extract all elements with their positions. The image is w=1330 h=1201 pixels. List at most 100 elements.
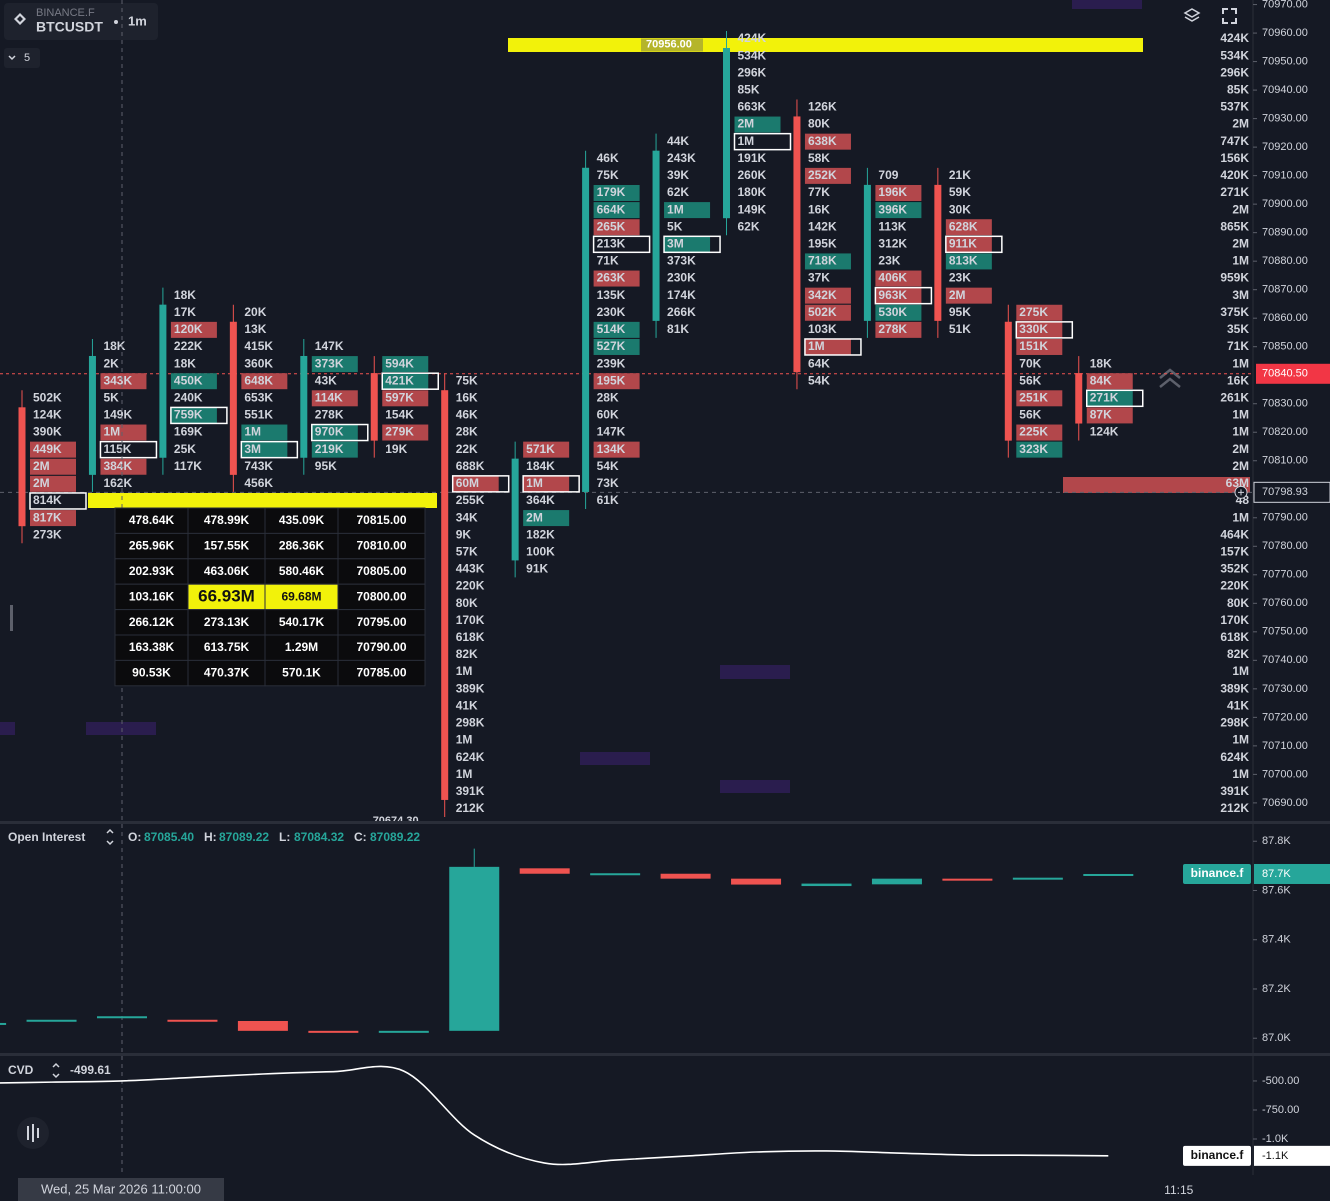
cell-volume: 443K (456, 562, 485, 576)
price-tick-label: 70770.00 (1262, 569, 1308, 581)
tooltip-cell (264, 609, 339, 636)
cell-volume: 384K (103, 459, 132, 473)
cell-volume: 296K (738, 65, 767, 79)
cvd-last-label: -1.1K (1262, 1150, 1289, 1162)
tooltip-cell (337, 507, 426, 534)
cell-volume: 456K (244, 476, 273, 490)
row-volume: 3M (1232, 288, 1249, 302)
cell-bg (241, 373, 288, 390)
cell-volume: 718K (808, 254, 837, 268)
oi-bar (26, 1019, 77, 1022)
cell-volume: 81K (667, 322, 689, 336)
cell-volume: 46K (456, 408, 478, 422)
oi-bar (871, 878, 922, 885)
cell-volume: 743K (244, 459, 273, 473)
cell-bg (804, 133, 851, 150)
price-tick-label: 70750.00 (1262, 626, 1308, 638)
fullscreen-icon[interactable] (1222, 8, 1237, 24)
cell-bg (523, 441, 570, 458)
cell-volume: 20K (244, 305, 266, 319)
price-tick-label: 70740.00 (1262, 654, 1308, 666)
tooltip-cell (114, 583, 189, 611)
cell-volume: 151K (1019, 339, 1048, 353)
cvd-tick-label: -1.0K (1262, 1133, 1289, 1145)
oi-source-tag (1183, 863, 1251, 884)
cell-volume: 59K (949, 185, 971, 199)
cell-volume: 240K (174, 390, 203, 404)
scroll-handle[interactable] (10, 605, 13, 631)
profile-block (720, 665, 790, 679)
profile-block (86, 722, 156, 735)
cell-box (1015, 321, 1074, 339)
tooltip-value: 540.17K (279, 615, 325, 629)
tooltip-cell (114, 634, 189, 661)
row-volume: 80K (1227, 596, 1249, 610)
cell-volume: 219K (315, 442, 344, 456)
cell-volume: 162K (103, 476, 132, 490)
oi-last-box (1254, 863, 1330, 884)
row-volume: 1M (1232, 425, 1249, 439)
price-tick-label: 70810.00 (1262, 455, 1308, 467)
oi-bar (449, 866, 500, 1031)
cell-volume: 2K (103, 356, 119, 370)
cell-bg (1016, 390, 1063, 407)
last-price-box (1256, 363, 1330, 384)
tooltip-cell (264, 583, 339, 611)
cell-volume: 56K (1019, 408, 1041, 422)
cell-volume: 62K (667, 185, 689, 199)
chevron (8, 55, 16, 61)
scroll-up-icon[interactable] (1159, 368, 1181, 388)
cell-volume: 212K (456, 801, 485, 815)
layers-icon[interactable] (1183, 8, 1201, 22)
cell-box (945, 235, 1003, 254)
cell-volume: 251K (1019, 390, 1048, 404)
cell-volume: 1M (808, 339, 825, 353)
price-tick-label: 70700.00 (1262, 768, 1308, 780)
cell-volume: 115K (103, 442, 131, 456)
oi-bar (731, 878, 782, 885)
cell-bg (170, 407, 217, 424)
tooltip-value: 66.93M (198, 587, 255, 606)
cell-volume: 243K (667, 151, 696, 165)
cell-bg (664, 202, 711, 219)
indicators-toggle[interactable] (4, 48, 40, 68)
tooltip-value: 470.37K (204, 666, 250, 680)
cell-volume: 449K (33, 442, 62, 456)
cell-volume: 330K (1019, 322, 1048, 336)
cell-volume: 406K (878, 271, 907, 285)
cell-volume: 220K (456, 579, 485, 593)
cell-volume: 364K (526, 493, 555, 507)
cell-volume: 963K (878, 288, 907, 302)
cell-volume: 13K (244, 322, 266, 336)
cell-volume: 389K (456, 681, 485, 695)
tooltip-value: 478.99K (204, 513, 250, 527)
cell-volume: 709 (878, 168, 898, 182)
high-label: 70956.00 (646, 38, 692, 50)
cell-volume: 113K (878, 219, 906, 233)
time-tick-label: 11:15 (1164, 1183, 1193, 1197)
cell-bg (382, 390, 429, 407)
row-volume: 375K (1220, 305, 1249, 319)
cell-volume: 117K (174, 459, 202, 473)
symbol-header: BINANCE.F BTCUSDT 1m 5 (4, 3, 1237, 68)
candle-body (18, 407, 26, 527)
tooltip-value: 478.64K (129, 513, 175, 527)
cell-bg (664, 236, 711, 253)
cell-volume: 43K (315, 373, 337, 387)
settings-icon[interactable] (106, 828, 114, 846)
cell-volume: 814K (33, 493, 62, 507)
row-volume: 2M (1232, 202, 1249, 216)
row-volume: 618K (1220, 630, 1249, 644)
cell-volume: 30K (949, 202, 971, 216)
cell-bg (593, 270, 640, 287)
settings-icon[interactable] (52, 1062, 60, 1079)
cell-volume: 21K (949, 168, 971, 182)
cell-box (451, 475, 510, 493)
row-volume: 389K (1220, 681, 1249, 695)
symbol-box[interactable] (4, 3, 158, 40)
ohlc-key: O: (128, 830, 141, 844)
cell-volume: 648K (244, 373, 273, 387)
cell-volume: 263K (597, 271, 626, 285)
candle-body (159, 304, 167, 458)
ohlc-key: L: (279, 830, 290, 844)
